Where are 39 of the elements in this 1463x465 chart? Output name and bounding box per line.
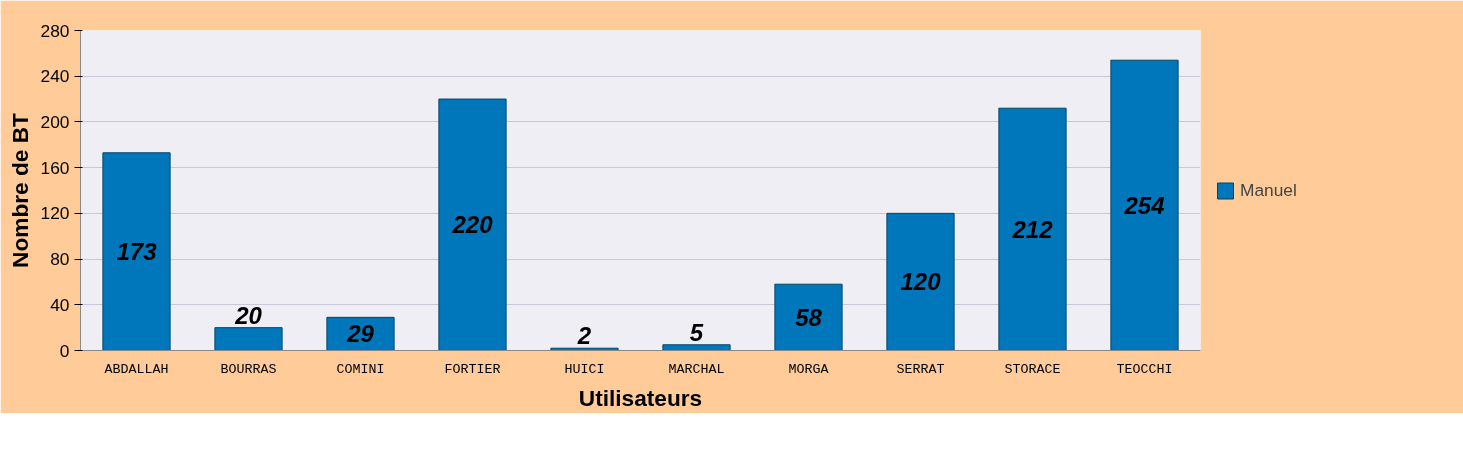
y-tick-label: 240 <box>40 66 70 87</box>
data-label: 58 <box>795 303 823 331</box>
bar <box>102 152 171 351</box>
bar <box>214 327 283 351</box>
data-label: 220 <box>451 211 494 239</box>
x-tick-label: MORGA <box>788 361 829 377</box>
data-label: 120 <box>900 268 942 296</box>
x-axis-title: Utilisateurs <box>578 384 703 411</box>
y-tick-label: 80 <box>50 249 70 270</box>
legend-label: Manuel <box>1240 179 1297 201</box>
bar <box>1110 59 1179 351</box>
y-tick-label: 280 <box>40 20 70 41</box>
x-tick-label: SERRAT <box>896 361 945 377</box>
x-tick-label: ABDALLAH <box>104 361 169 377</box>
y-tick-label: 0 <box>59 340 70 361</box>
x-tick-label: COMINI <box>336 361 385 377</box>
x-tick-label: BOURRAS <box>220 361 277 377</box>
data-label: 20 <box>234 301 263 329</box>
bar <box>438 98 507 351</box>
x-tick-label: FORTIER <box>444 361 501 377</box>
bar <box>774 283 843 351</box>
bar <box>662 344 731 351</box>
data-label: 212 <box>1011 215 1054 243</box>
y-tick-label: 200 <box>40 111 70 132</box>
y-tick-label: 160 <box>40 157 70 178</box>
x-tick-label: HUICI <box>564 361 605 377</box>
data-label: 254 <box>1123 191 1165 219</box>
data-label: 173 <box>116 238 158 266</box>
data-label: 2 <box>576 322 592 350</box>
y-tick-label: 40 <box>50 294 70 315</box>
x-tick-label: STORACE <box>1004 361 1061 377</box>
y-tick-label: 120 <box>40 203 70 224</box>
bar <box>998 107 1067 351</box>
data-label: 5 <box>689 318 704 346</box>
data-label: 29 <box>346 320 375 348</box>
bar <box>886 212 955 351</box>
x-tick-label: MARCHAL <box>668 361 725 377</box>
x-tick-label: TEOCCHI <box>1116 361 1173 377</box>
y-axis-title: Nombre de BT <box>6 112 33 268</box>
